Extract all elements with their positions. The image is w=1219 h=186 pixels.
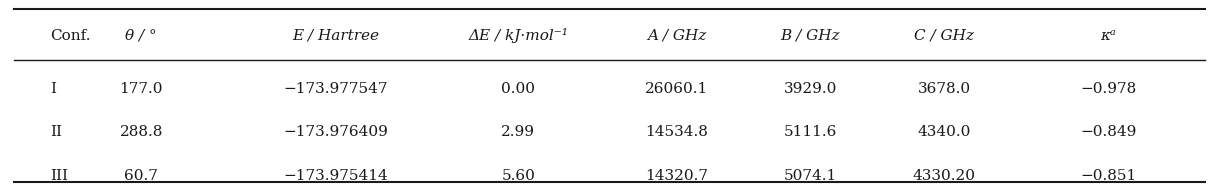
Text: 288.8: 288.8 [119, 125, 163, 139]
Text: κᵃ: κᵃ [1101, 29, 1117, 43]
Text: 4340.0: 4340.0 [917, 125, 970, 139]
Text: 60.7: 60.7 [124, 169, 158, 183]
Text: −173.976409: −173.976409 [283, 125, 389, 139]
Text: 0.00: 0.00 [501, 82, 535, 96]
Text: −0.849: −0.849 [1080, 125, 1136, 139]
Text: A / GHz: A / GHz [647, 29, 706, 43]
Text: 5.60: 5.60 [501, 169, 535, 183]
Text: 26060.1: 26060.1 [645, 82, 708, 96]
Text: 5111.6: 5111.6 [784, 125, 837, 139]
Text: II: II [50, 125, 62, 139]
Text: 3929.0: 3929.0 [784, 82, 837, 96]
Text: 177.0: 177.0 [119, 82, 163, 96]
Text: ΔE / kJ·mol⁻¹: ΔE / kJ·mol⁻¹ [468, 28, 568, 44]
Text: 4330.20: 4330.20 [913, 169, 975, 183]
Text: −0.851: −0.851 [1080, 169, 1136, 183]
Text: B / GHz: B / GHz [780, 29, 840, 43]
Text: I: I [50, 82, 56, 96]
Text: −173.975414: −173.975414 [284, 169, 388, 183]
Text: 14534.8: 14534.8 [645, 125, 708, 139]
Text: θ / °: θ / ° [126, 29, 157, 43]
Text: 2.99: 2.99 [501, 125, 535, 139]
Text: 14320.7: 14320.7 [645, 169, 708, 183]
Text: 3678.0: 3678.0 [918, 82, 970, 96]
Text: 5074.1: 5074.1 [784, 169, 836, 183]
Text: −0.978: −0.978 [1080, 82, 1136, 96]
Text: III: III [50, 169, 68, 183]
Text: C / GHz: C / GHz [914, 29, 974, 43]
Text: E / Hartree: E / Hartree [293, 29, 379, 43]
Text: Conf.: Conf. [50, 29, 90, 43]
Text: −173.977547: −173.977547 [284, 82, 388, 96]
